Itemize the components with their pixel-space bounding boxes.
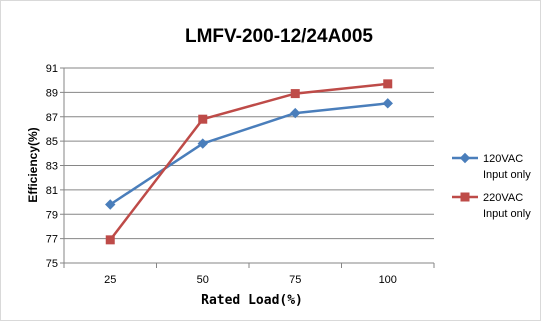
x-tick-labels: 25 50 75 100 [104,274,397,286]
y-tick-label: 79 [46,209,58,221]
data-point [197,138,208,149]
x-axis-label: Rated Load(%) [201,293,303,308]
legend-entry: 120VAC Input only [452,152,531,181]
data-point [290,107,301,119]
y-tick-label: 83 [46,161,58,173]
y-tick-label: 75 [46,258,58,270]
series-line [109,102,388,206]
data-point [105,199,116,210]
y-tick-label: 91 [46,63,58,75]
legend-label: 120VAC [483,153,523,165]
x-tick-label: 75 [289,274,301,286]
x-tick-label: 100 [379,274,397,286]
x-tick-label: 50 [197,274,209,286]
legend-label-line2: Input only [483,169,531,181]
legend-swatch-marker [460,192,470,202]
legend: 120VAC Input only 220VAC Input only [452,152,531,220]
y-tick-label: 81 [46,185,58,197]
series [105,79,393,245]
legend-label: 220VAC [483,192,523,204]
series-line [109,82,388,241]
data-point [383,79,393,89]
series-120VAC [105,98,393,210]
data-point [382,98,393,109]
chart-title: LMFV-200-12/24A005 [185,26,373,47]
gridlines [64,67,434,264]
data-point [290,89,300,99]
y-tick-label: 89 [46,87,58,99]
y-tick-label: 85 [46,136,58,148]
legend-swatch-marker [459,152,471,164]
y-tick-label: 87 [46,112,58,124]
y-axis-label: Efficiency(%) [26,127,40,202]
data-point [105,235,115,245]
y-tick-labels: 75 77 79 81 83 85 87 89 91 [46,63,58,270]
axes [60,67,435,268]
x-tick-label: 25 [104,274,116,286]
legend-label-line2: Input only [483,208,531,220]
y-tick-label: 77 [46,234,58,246]
series-220VAC [105,79,393,245]
data-point [198,114,208,124]
legend-entry: 220VAC Input only [452,192,531,220]
